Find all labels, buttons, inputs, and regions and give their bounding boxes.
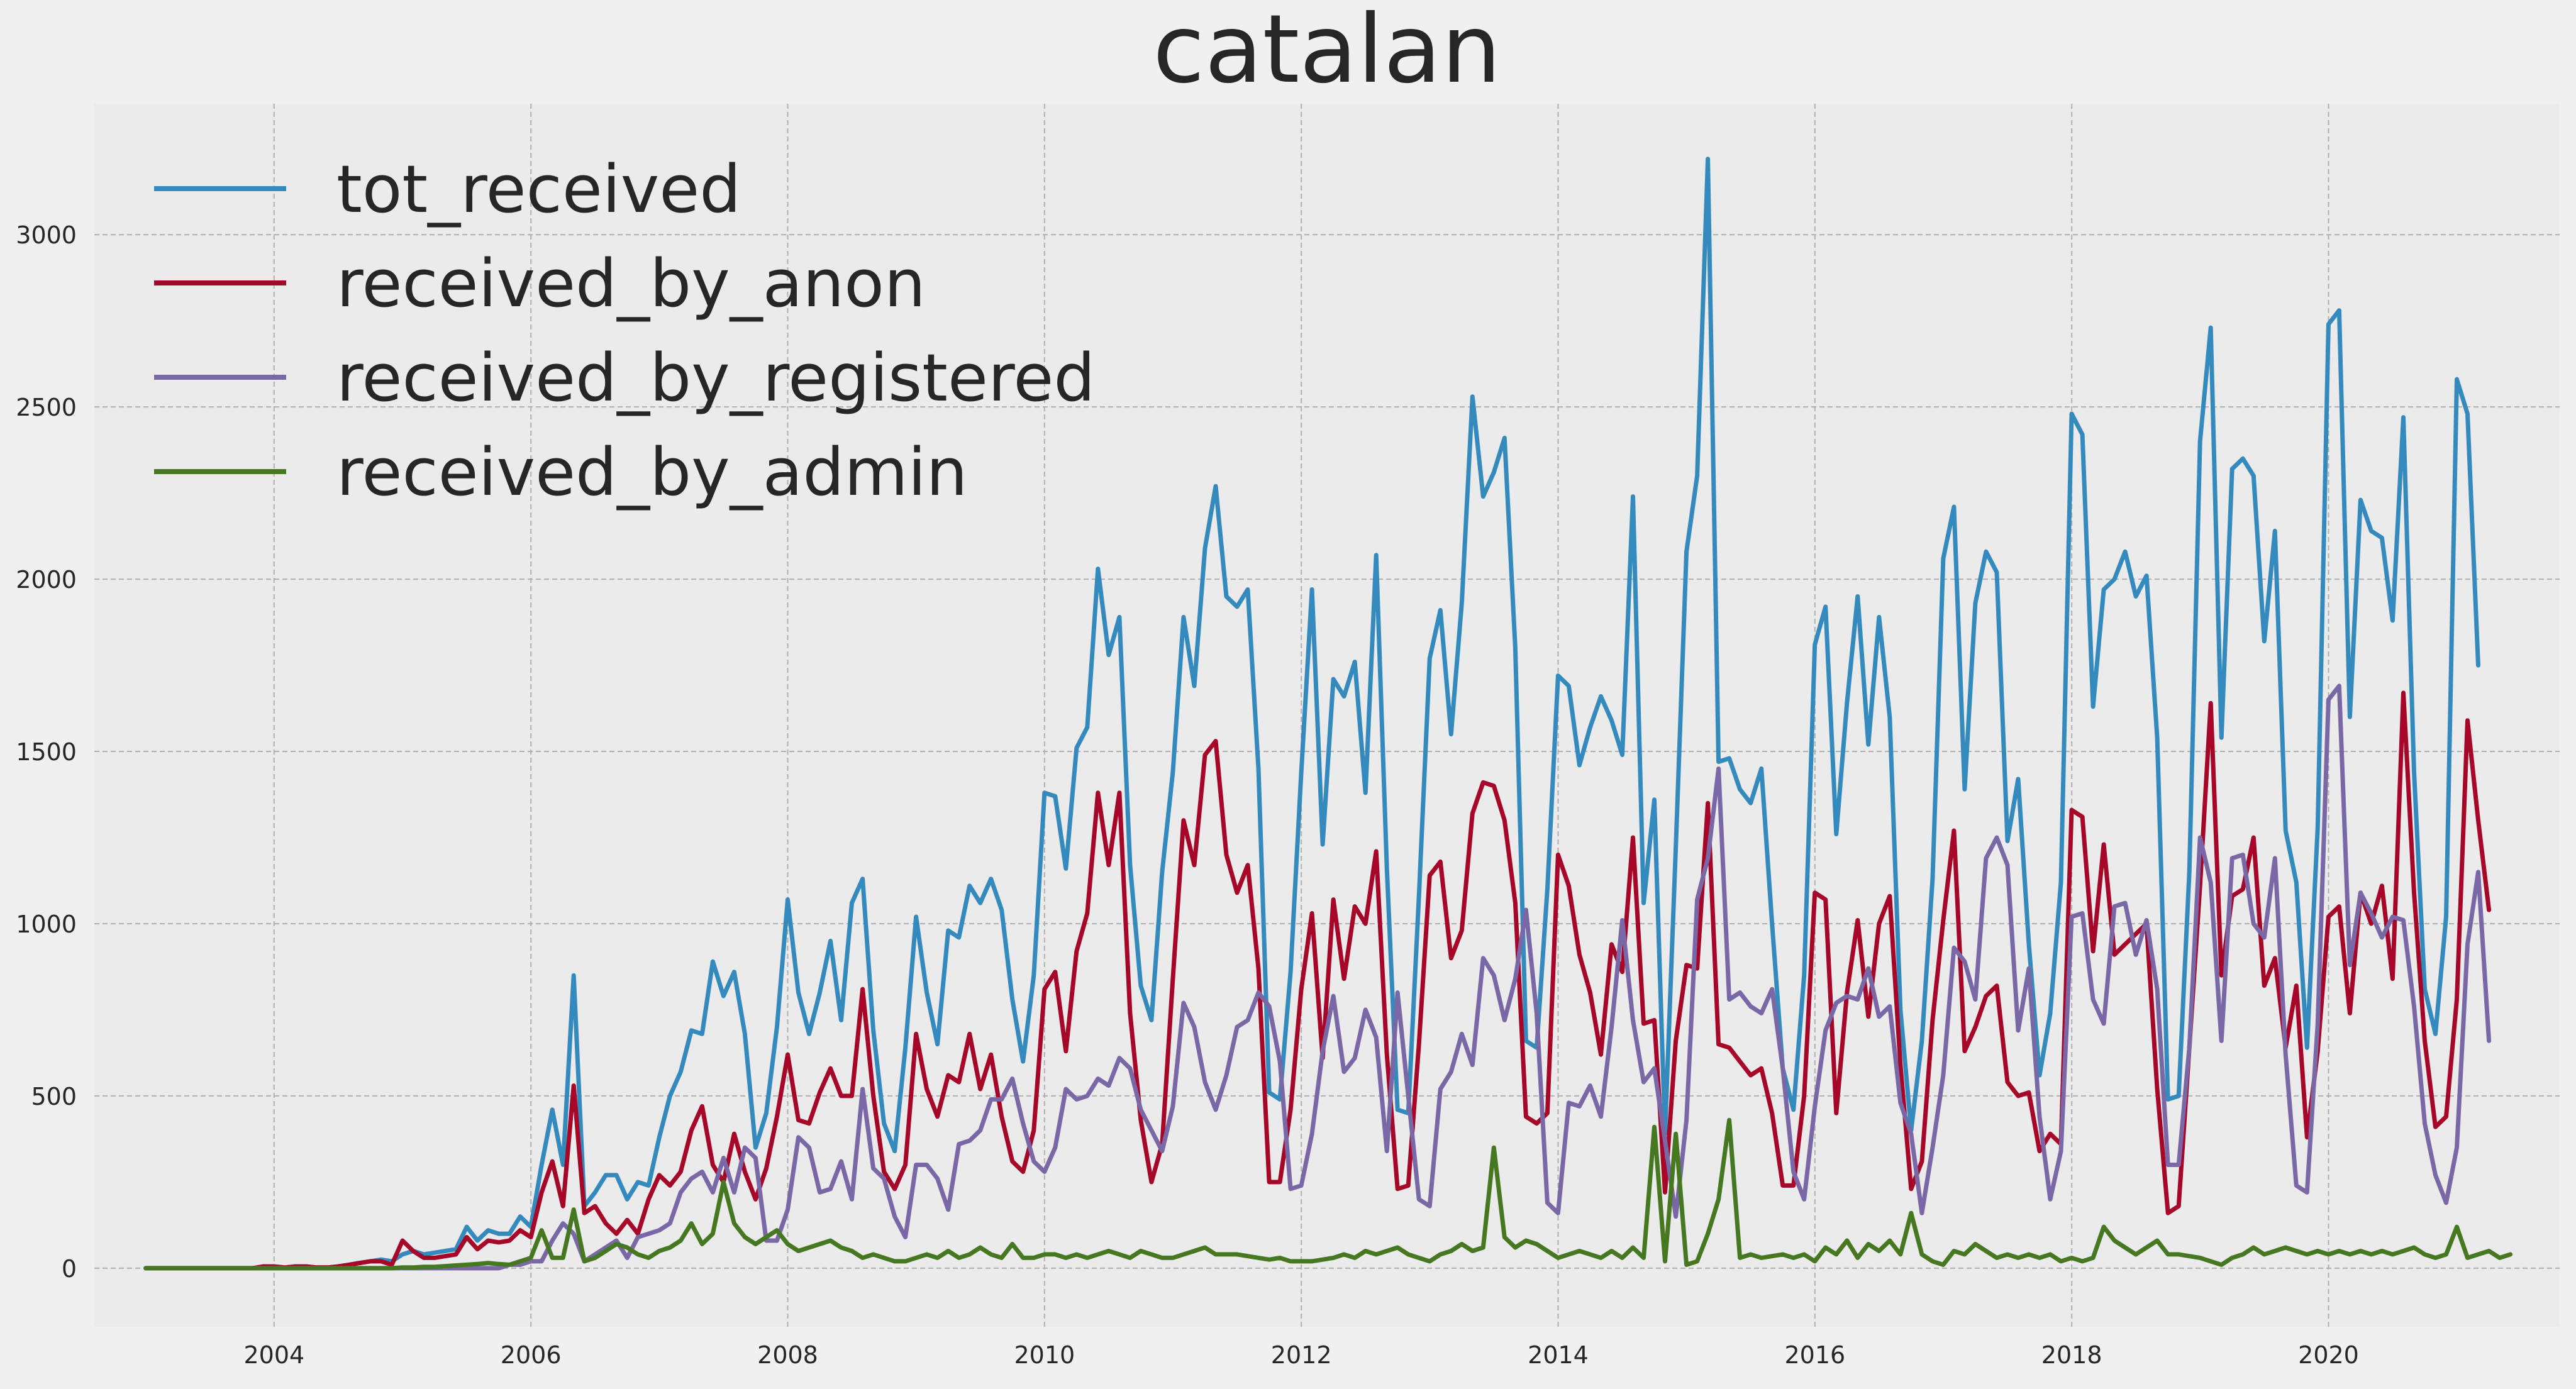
plot-area (94, 104, 2560, 1327)
y-tick-label: 1500 (16, 738, 77, 766)
legend: tot_received received_by_anon received_by_… (154, 151, 1095, 511)
x-tick-label: 2016 (1784, 1341, 1845, 1369)
x-tick-label: 2006 (501, 1341, 562, 1369)
x-tick-label: 2010 (1014, 1341, 1075, 1369)
series-line-received-by-anon (143, 690, 2492, 1271)
series-line-received-by-admin (143, 1117, 2513, 1271)
x-tick-label: 2014 (1528, 1341, 1589, 1369)
series-line-received-by-registered (143, 683, 2492, 1271)
y-tick-label: 0 (62, 1255, 77, 1283)
y-tick-label: 2000 (16, 566, 77, 594)
legend-label: received_by_admin (336, 434, 968, 511)
x-tick-label: 2020 (2298, 1341, 2359, 1369)
legend-label: received_by_anon (336, 245, 926, 322)
chart-title: catalan (1153, 0, 1501, 104)
series-lines (143, 157, 2513, 1271)
y-tick-label: 3000 (16, 221, 77, 249)
legend-label: received_by_registered (336, 340, 1095, 416)
x-tick-label: 2004 (243, 1341, 304, 1369)
y-tick-label: 2500 (16, 394, 77, 421)
x-tick-label: 2008 (757, 1341, 818, 1369)
y-tick-label: 500 (31, 1083, 77, 1110)
axis-tick-labels: 2004 2006 2008 2010 2012 2014 2016 2018 2020 0 500… (16, 221, 2359, 1369)
x-tick-label: 2018 (2041, 1341, 2102, 1369)
series-line-tot-received (143, 157, 2480, 1271)
x-tick-label: 2012 (1271, 1341, 1332, 1369)
legend-label: tot_received (336, 151, 741, 228)
y-tick-label: 1000 (16, 910, 77, 938)
